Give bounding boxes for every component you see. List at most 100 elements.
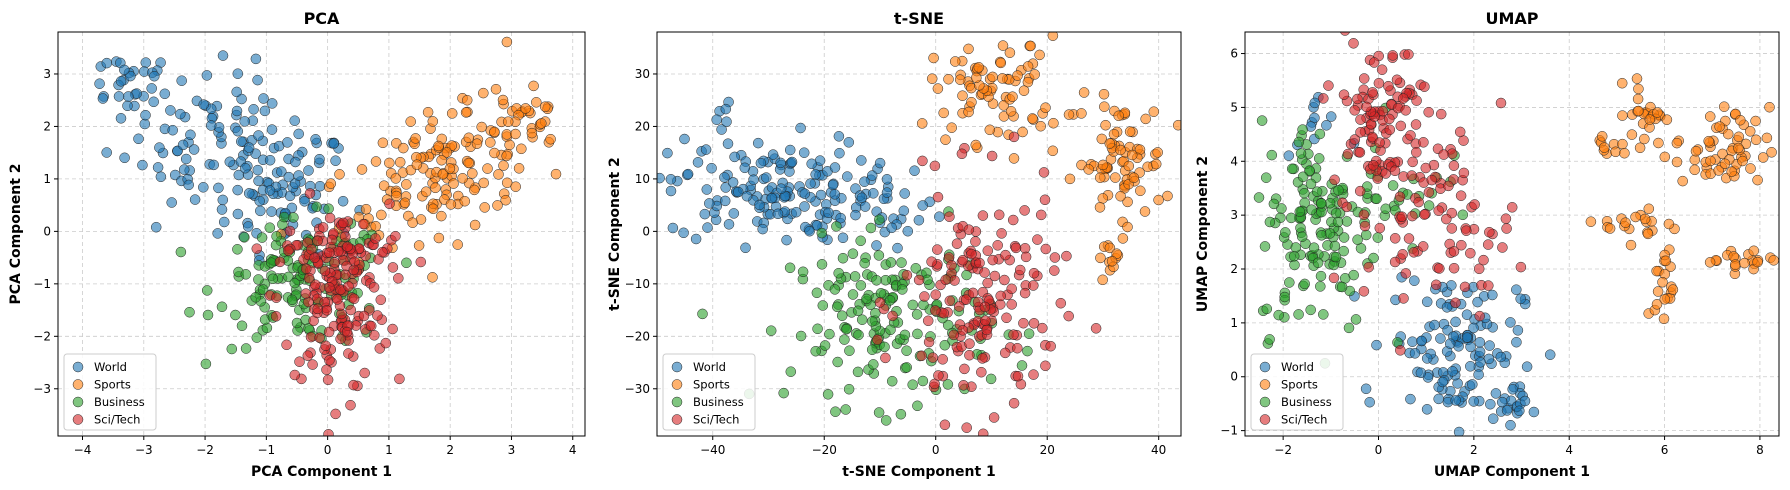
x-tick-label: −40: [700, 443, 725, 457]
data-point: [829, 162, 841, 173]
data-point: [597, 178, 607, 188]
data-point: [291, 317, 303, 329]
x-tick-label: 4: [1565, 443, 1573, 457]
data-point: [1372, 232, 1384, 243]
data-point: [1352, 234, 1363, 245]
data-point: [1544, 349, 1556, 360]
data-point: [1447, 366, 1458, 377]
data-point: [1719, 158, 1731, 170]
data-point: [1507, 384, 1518, 395]
data-point: [1040, 102, 1051, 113]
data-point: [1368, 160, 1379, 171]
data-point: [1371, 193, 1382, 205]
data-point: [264, 154, 276, 166]
data-point: [271, 292, 282, 303]
data-point: [940, 274, 951, 286]
data-point: [842, 171, 853, 182]
data-point: [966, 248, 977, 260]
data-point: [232, 68, 244, 79]
legend-label: Business: [1281, 395, 1332, 409]
data-point: [257, 284, 269, 295]
data-point: [394, 373, 405, 385]
data-point: [1704, 111, 1716, 122]
data-point: [184, 306, 195, 318]
data-point: [1126, 149, 1138, 161]
legend-marker: [72, 414, 84, 425]
data-point: [166, 197, 177, 208]
data-point: [1373, 77, 1385, 89]
data-point: [976, 366, 987, 378]
data-point: [739, 162, 751, 174]
data-point: [178, 164, 190, 175]
data-point: [995, 290, 1006, 302]
data-point: [885, 324, 896, 336]
legend-label: Sports: [94, 378, 131, 392]
data-point: [912, 400, 923, 412]
data-point: [741, 190, 753, 202]
data-point: [358, 218, 369, 230]
data-point: [1473, 369, 1484, 380]
data-point: [985, 373, 997, 385]
data-point: [1722, 128, 1734, 140]
data-point: [384, 157, 395, 169]
data-point: [1423, 187, 1435, 198]
x-axis-label: PCA Component 1: [251, 464, 392, 480]
data-point: [94, 78, 105, 89]
data-point: [817, 300, 829, 311]
data-point: [1047, 145, 1059, 157]
data-point: [189, 194, 201, 205]
y-tick-label: 10: [635, 172, 650, 186]
data-point: [899, 329, 911, 341]
data-point: [387, 323, 398, 335]
data-point: [177, 139, 189, 151]
data-point: [966, 96, 977, 108]
data-point: [243, 188, 255, 199]
data-point: [901, 269, 913, 281]
data-point: [1377, 105, 1389, 117]
data-point: [239, 232, 250, 243]
data-point: [901, 362, 912, 373]
data-point: [384, 198, 395, 210]
data-point: [784, 166, 795, 177]
data-point: [823, 207, 834, 219]
data-point: [345, 304, 357, 316]
y-axis-label: PCA Component 2: [8, 163, 24, 304]
data-point: [975, 437, 985, 447]
data-point: [448, 178, 459, 189]
data-point: [1643, 203, 1655, 215]
data-point: [446, 108, 458, 119]
data-point: [727, 177, 739, 188]
data-point: [875, 288, 887, 299]
y-tick-label: 6: [1230, 47, 1238, 61]
data-point: [798, 147, 810, 158]
data-point: [840, 404, 851, 415]
data-point: [1420, 162, 1432, 174]
data-point: [682, 168, 694, 180]
data-point: [1633, 105, 1644, 117]
data-point: [1398, 293, 1409, 304]
data-point: [785, 366, 797, 377]
data-point: [1332, 216, 1344, 228]
data-point: [963, 224, 975, 235]
data-point: [1064, 173, 1076, 185]
data-point: [176, 75, 187, 86]
data-point: [873, 250, 885, 261]
data-point: [300, 263, 312, 275]
data-point: [1000, 249, 1011, 261]
data-point: [1450, 316, 1461, 328]
data-point: [101, 147, 112, 158]
data-point: [662, 147, 673, 159]
data-point: [320, 340, 331, 352]
data-point: [979, 267, 990, 278]
data-point: [1006, 299, 1017, 310]
data-point: [971, 72, 982, 84]
data-point: [314, 153, 325, 165]
data-point: [1299, 187, 1310, 199]
data-point: [1407, 336, 1418, 347]
data-point: [1350, 314, 1362, 325]
data-point: [1095, 252, 1106, 264]
data-point: [433, 232, 445, 244]
data-point: [1308, 242, 1320, 253]
data-point: [1115, 144, 1126, 156]
data-point: [1704, 257, 1716, 268]
